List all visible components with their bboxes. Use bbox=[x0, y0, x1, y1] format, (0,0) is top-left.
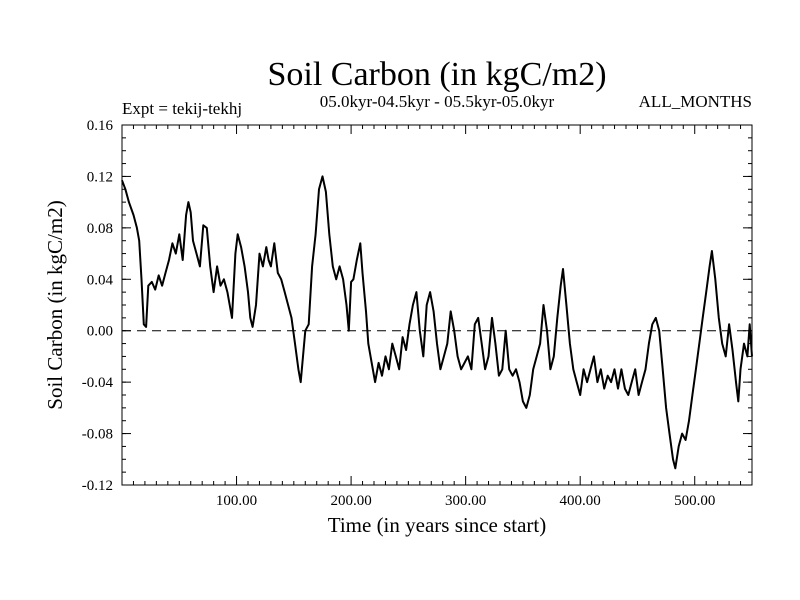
y-tick-label: 0.16 bbox=[87, 118, 114, 134]
x-tick-label: 100.00 bbox=[216, 493, 257, 509]
y-tick-label: 0.04 bbox=[87, 272, 114, 288]
y-axis-ticks: -0.12 -0.08 -0.04 0.00 0.04 0.08 0.12 0.16 bbox=[82, 118, 752, 494]
y-tick-label: -0.08 bbox=[82, 427, 113, 443]
y-tick-label: 0.12 bbox=[87, 169, 113, 185]
chart-title: Soil Carbon (in kgC/m2) bbox=[267, 56, 606, 93]
expt-label: Expt = tekij-tekhj bbox=[122, 99, 242, 118]
y-tick-label: 0.00 bbox=[87, 324, 113, 340]
chart-subtitle: 05.0kyr-04.5kyr - 05.5kyr-05.0kyr bbox=[320, 92, 555, 111]
x-axis-label: Time (in years since start) bbox=[328, 513, 547, 537]
season-label: ALL_MONTHS bbox=[639, 92, 752, 111]
x-tick-label: 300.00 bbox=[445, 493, 486, 509]
x-tick-label: 400.00 bbox=[560, 493, 601, 509]
y-axis-label: Soil Carbon (in kgC/m2) bbox=[43, 200, 67, 409]
x-axis-ticks: 100.00 200.00 300.00 400.00 500.00 bbox=[132, 125, 742, 509]
soil-carbon-series-line bbox=[121, 175, 753, 470]
x-tick-label: 500.00 bbox=[674, 493, 715, 509]
plot-frame bbox=[121, 124, 753, 486]
x-tick-label: 200.00 bbox=[330, 493, 371, 509]
y-tick-label: 0.08 bbox=[87, 221, 113, 237]
y-tick-label: -0.12 bbox=[82, 478, 113, 494]
y-tick-label: -0.04 bbox=[82, 375, 114, 391]
